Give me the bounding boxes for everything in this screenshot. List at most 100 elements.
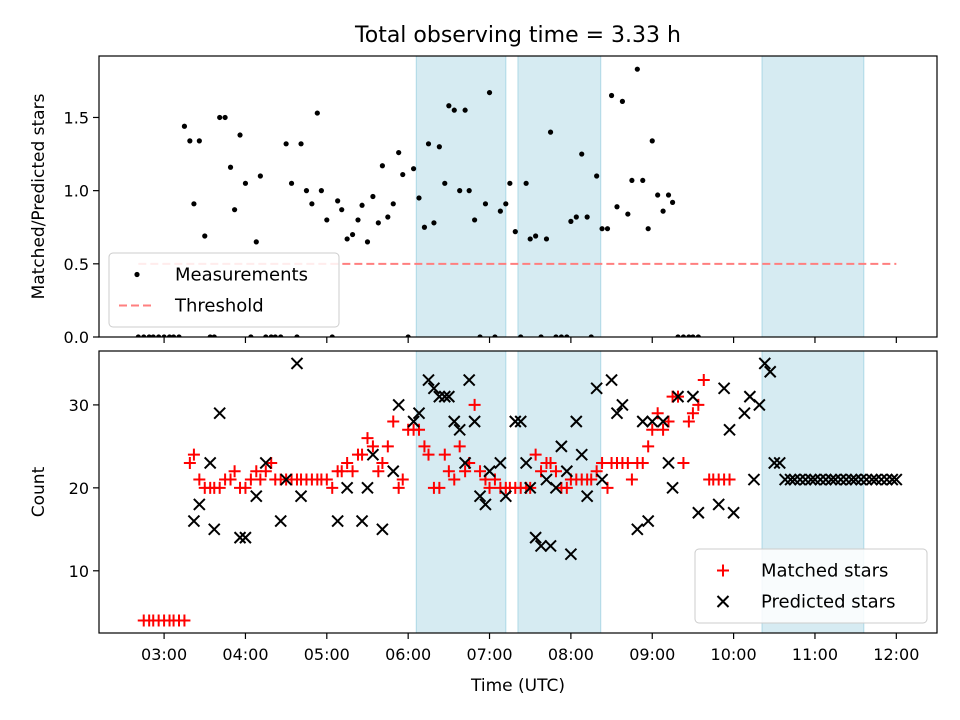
data-point: [462, 107, 468, 113]
data-point: [466, 188, 472, 194]
data-point: [662, 415, 675, 428]
data-point: [619, 98, 626, 104]
data-point: [418, 440, 431, 453]
data-point: [486, 89, 493, 96]
data-point: [416, 195, 422, 201]
top-axes-frame: [98, 55, 938, 338]
data-point: [294, 489, 308, 503]
data-point: [193, 498, 206, 511]
data-point: [575, 448, 588, 461]
data-point: [829, 473, 842, 486]
data-point: [446, 103, 452, 109]
data-point: [588, 334, 594, 337]
data-point: [341, 456, 354, 469]
data-point: [762, 0, 767, 3]
data-point: [224, 473, 237, 486]
data-point: [777, 0, 782, 3]
data-point: [288, 180, 295, 186]
x-tick-label: 05:00: [304, 645, 350, 664]
data-point: [727, 0, 732, 3]
data-point: [385, 214, 391, 220]
data-point: [320, 473, 333, 486]
data-point: [283, 141, 289, 147]
legend-label: Matched stars: [761, 561, 888, 582]
data-point: [387, 465, 400, 478]
observing-window-2: [517, 55, 602, 338]
data-point: [410, 166, 417, 172]
data-point: [326, 481, 339, 494]
data-point: [248, 334, 254, 337]
data-point: [853, 0, 858, 3]
data-point: [421, 224, 428, 230]
data-point: [690, 334, 696, 337]
data-point: [768, 456, 781, 470]
legend-marker: [716, 595, 730, 608]
data-point: [605, 373, 618, 387]
data-point: [772, 0, 777, 3]
data-point: [375, 220, 381, 226]
data-point: [869, 473, 883, 486]
data-point: [538, 334, 544, 337]
data-point: [642, 440, 655, 453]
data-point: [359, 202, 365, 208]
data-point: [346, 465, 359, 478]
data-point: [849, 0, 854, 3]
data-point: [298, 141, 304, 147]
x-tick-label: 11:00: [792, 645, 838, 664]
data-point: [845, 473, 858, 486]
data-point: [349, 231, 356, 238]
data-point: [547, 129, 554, 135]
data-point: [646, 423, 659, 436]
data-point: [141, 334, 147, 337]
data-point: [758, 357, 771, 370]
bottom-y-axis-label: Count: [29, 466, 49, 517]
data-point: [503, 201, 509, 207]
data-point: [656, 415, 670, 428]
data-point: [213, 481, 226, 494]
data-point: [682, 415, 695, 428]
data-point: [634, 66, 640, 72]
data-point: [669, 199, 676, 205]
data-point: [568, 218, 574, 224]
data-point: [166, 334, 173, 337]
data-point: [237, 132, 243, 138]
data-point: [534, 539, 548, 553]
data-point: [585, 473, 598, 486]
data-point: [207, 334, 213, 337]
data-point: [448, 415, 461, 428]
data-point: [717, 382, 731, 395]
data-point: [483, 481, 496, 494]
data-point: [472, 217, 478, 223]
data-point: [135, 334, 141, 337]
data-point: [727, 506, 740, 519]
data-point: [474, 465, 487, 478]
data-point: [453, 423, 466, 437]
data-point: [519, 456, 533, 470]
data-point: [436, 144, 442, 150]
data-point: [364, 239, 371, 245]
data-point: [239, 481, 252, 494]
top-plot-area: [135, 0, 897, 337]
data-point: [196, 138, 202, 144]
data-point: [783, 0, 788, 3]
data-point: [433, 481, 446, 494]
x-tick-label: 03:00: [141, 645, 187, 664]
data-point: [849, 473, 862, 486]
y-tick-label: 1.5: [64, 108, 89, 127]
data-point: [509, 415, 522, 428]
legend-box: [694, 548, 928, 624]
data-point: [187, 138, 193, 144]
data-point: [178, 614, 191, 627]
data-point: [671, 390, 685, 403]
data-point: [594, 173, 600, 179]
data-point: [412, 406, 426, 420]
data-point: [680, 334, 687, 337]
data-point: [294, 334, 300, 337]
data-point: [636, 456, 649, 469]
data-point: [161, 334, 167, 337]
data-point: [523, 180, 529, 186]
data-point: [736, 0, 741, 3]
data-point: [880, 473, 894, 486]
data-point: [560, 465, 574, 478]
